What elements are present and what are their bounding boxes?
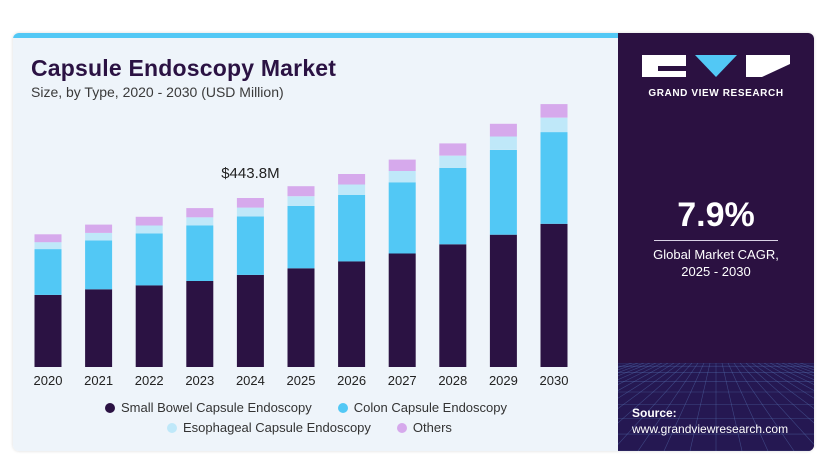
bar-esophageal-capsule-endoscopy-2030 [540, 117, 568, 133]
bar-small-bowel-capsule-endoscopy-2022 [135, 285, 163, 367]
bar-others-2027 [388, 159, 416, 171]
bar-small-bowel-capsule-endoscopy-2026 [338, 261, 366, 367]
cagr-label-line-2: 2025 - 2030 [681, 264, 751, 279]
bar-colon-capsule-endoscopy-2026 [338, 195, 366, 262]
stacked-bar-chart: 2020 2021 2022 2023 2024 2025 2026 2027 2028 2029… [34, 104, 569, 388]
chart-subtitle: Size, by Type, 2020 - 2030 (USD Million) [31, 84, 284, 100]
bar-others-2028 [439, 143, 467, 156]
legend-swatch-esophageal [167, 422, 177, 433]
bar-others-2021 [85, 224, 113, 233]
legend-item-colon: Colon Capsule Endoscopy [337, 400, 507, 415]
brand-name: GRAND VIEW RESEARCH [648, 88, 784, 99]
bar-colon-capsule-endoscopy-2022 [135, 233, 163, 286]
bar-esophageal-capsule-endoscopy-2020 [34, 242, 62, 250]
bar-colon-capsule-endoscopy-2029 [489, 150, 517, 235]
accent-bar [13, 33, 618, 38]
bar-esophageal-capsule-endoscopy-2023 [186, 217, 214, 226]
x-tick-label-2028: 2028 [438, 373, 467, 388]
bar-colon-capsule-endoscopy-2020 [34, 249, 62, 295]
bar-colon-capsule-endoscopy-2027 [388, 182, 416, 254]
bar-small-bowel-capsule-endoscopy-2023 [186, 281, 214, 367]
legend-item-small-bowel: Small Bowel Capsule Endoscopy [105, 400, 312, 415]
bar-small-bowel-capsule-endoscopy-2027 [388, 253, 416, 367]
legend-swatch-colon [337, 402, 348, 413]
data-label-2024: $443.8M [221, 165, 279, 182]
x-tick-label-2029: 2029 [489, 373, 518, 388]
bar-esophageal-capsule-endoscopy-2022 [135, 225, 163, 234]
x-tick-label-2027: 2027 [388, 373, 417, 388]
legend-swatch-others [396, 422, 407, 433]
legend-item-others: Others [396, 420, 452, 435]
bar-colon-capsule-endoscopy-2023 [186, 225, 214, 281]
legend-label-small-bowel: Small Bowel Capsule Endoscopy [121, 400, 312, 415]
bar-others-2024 [236, 198, 264, 208]
bar-esophageal-capsule-endoscopy-2026 [338, 184, 366, 195]
source-label: Source: [632, 406, 677, 420]
bar-others-2020 [34, 234, 62, 243]
sidebar-panel: GRAND VIEW RESEARCH 7.9% Global Market C… [618, 33, 814, 451]
bar-colon-capsule-endoscopy-2021 [85, 240, 113, 290]
x-tick-label-2021: 2021 [84, 373, 113, 388]
bar-esophageal-capsule-endoscopy-2028 [439, 155, 467, 168]
bar-colon-capsule-endoscopy-2028 [439, 167, 467, 245]
bar-esophageal-capsule-endoscopy-2025 [287, 196, 315, 206]
bar-small-bowel-capsule-endoscopy-2020 [34, 294, 62, 367]
bar-small-bowel-capsule-endoscopy-2028 [439, 244, 467, 367]
legend-label-esophageal: Esophageal Capsule Endoscopy [183, 420, 371, 435]
bar-others-2029 [489, 123, 517, 137]
bar-colon-capsule-endoscopy-2030 [540, 132, 568, 224]
bar-small-bowel-capsule-endoscopy-2025 [287, 268, 315, 367]
x-tick-label-2025: 2025 [287, 373, 316, 388]
bar-others-2030 [540, 104, 568, 118]
legend-label-others: Others [412, 420, 452, 435]
bar-small-bowel-capsule-endoscopy-2030 [540, 223, 568, 367]
chart-title: Capsule Endoscopy Market [31, 55, 337, 81]
legend-item-esophageal: Esophageal Capsule Endoscopy [167, 420, 371, 435]
legend-swatch-small-bowel [105, 402, 115, 413]
grand-view-research-logo [642, 55, 790, 77]
legend-row-2: Esophageal Capsule Endoscopy Others [167, 420, 452, 435]
bar-others-2026 [338, 174, 366, 185]
x-tick-label-2022: 2022 [135, 373, 164, 388]
x-tick-label-2020: 2020 [34, 373, 63, 388]
legend-label-colon: Colon Capsule Endoscopy [353, 400, 507, 415]
decorative-grid [618, 363, 814, 451]
chart-panel: Capsule Endoscopy Market Size, by Type, … [13, 33, 618, 451]
cagr-value: 7.9% [677, 196, 755, 234]
cagr-label-line-1: Global Market CAGR, [653, 247, 779, 262]
legend-row-1: Small Bowel Capsule Endoscopy Colon Caps… [105, 400, 507, 415]
x-tick-label-2030: 2030 [540, 373, 569, 388]
bar-esophageal-capsule-endoscopy-2021 [85, 232, 113, 241]
bar-others-2025 [287, 186, 315, 197]
bar-others-2022 [135, 216, 163, 226]
source-url[interactable]: www.grandviewresearch.com [632, 422, 789, 436]
cagr-label: Global Market CAGR, 2025 - 2030 [618, 246, 814, 280]
bar-others-2023 [186, 208, 214, 218]
bar-colon-capsule-endoscopy-2025 [287, 205, 315, 269]
x-tick-label-2024: 2024 [236, 373, 265, 388]
x-tick-label-2023: 2023 [185, 373, 214, 388]
bar-esophageal-capsule-endoscopy-2029 [489, 136, 517, 150]
x-tick-label-2026: 2026 [337, 373, 366, 388]
bar-small-bowel-capsule-endoscopy-2021 [85, 289, 113, 367]
bar-esophageal-capsule-endoscopy-2027 [388, 170, 416, 183]
infographic-card: Capsule Endoscopy Market Size, by Type, … [13, 33, 814, 451]
cagr-divider [654, 240, 778, 241]
bar-esophageal-capsule-endoscopy-2024 [236, 207, 264, 217]
bar-small-bowel-capsule-endoscopy-2024 [236, 274, 264, 367]
bar-colon-capsule-endoscopy-2024 [236, 216, 264, 275]
bar-small-bowel-capsule-endoscopy-2029 [489, 234, 517, 367]
